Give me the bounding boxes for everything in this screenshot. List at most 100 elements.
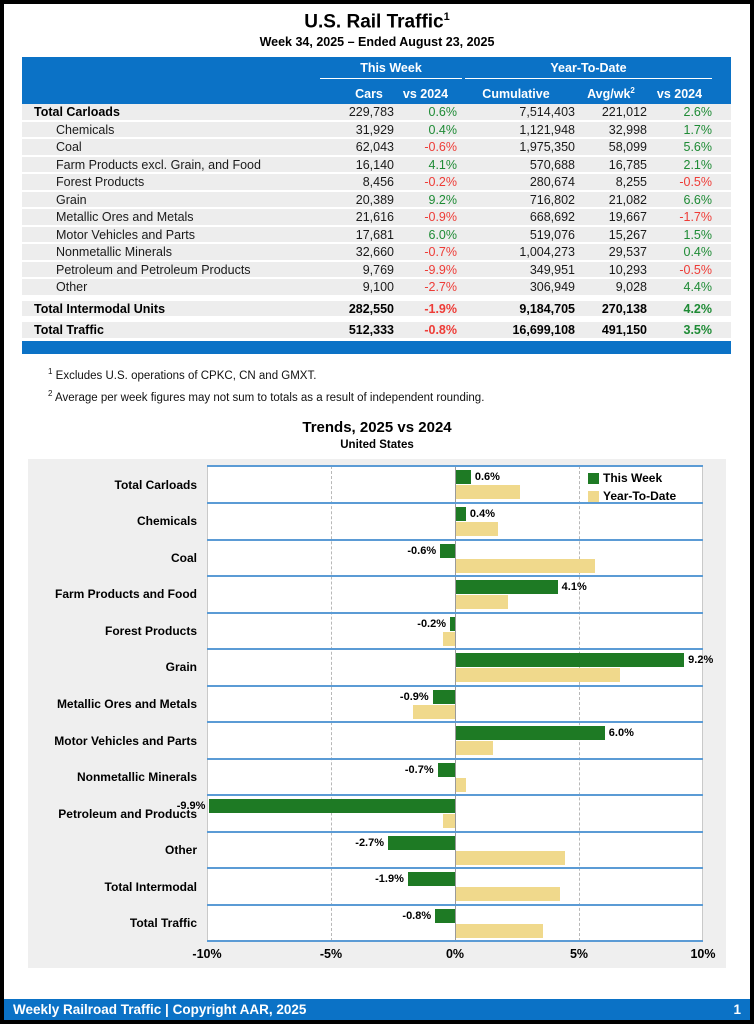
cars-value: 8,456 [362,175,394,190]
zero-axis-line [455,466,456,942]
this-week-bar [437,762,455,777]
thisweek-vs2024-value: 0.6% [428,105,458,120]
cars-value: 21,616 [355,210,394,225]
year-to-date-bar [442,814,455,829]
avg-per-week-value: 8,255 [615,175,647,190]
this-week-bar [407,872,455,887]
avg-per-week-value: 58,099 [608,140,647,155]
avg-wk-text: Avg/wk [587,87,631,102]
avg-per-week-value: 10,293 [608,262,647,277]
table-row: Other 9,100 -2.7% 306,949 9,028 4.4% [22,279,731,297]
page-title: U.S. Rail Traffic1 [4,11,750,33]
table-row: Nonmetallic Minerals 32,660 -0.7% 1,004,273… [22,244,731,262]
gridline [331,466,332,942]
column-header-cars: Cars [355,86,383,101]
band-separator-line [207,721,703,724]
bar-value-label: -0.6% [407,544,437,557]
row-pad [712,301,731,317]
cumulative-value: 306,949 [529,280,575,295]
row-pad [712,104,731,120]
chart-title: Trends, 2025 vs 2024 [302,419,452,437]
band-separator-line [207,611,703,614]
year-to-date-bar [442,631,455,646]
bar-value-label: -2.7% [355,836,385,849]
band-separator-line [207,830,703,833]
band-separator-line [207,684,703,687]
ytd-vs2024-value: -1.7% [679,210,712,225]
band-separator-line [207,903,703,906]
table-row: Petroleum and Petroleum Products 9,769 -9.… [22,261,731,280]
row-pad [712,322,731,338]
thisweek-vs2024-value: -0.7% [424,245,457,260]
footer-bar: Weekly Railroad Traffic | Copyright AAR,… [4,999,750,1020]
row-pad [712,244,731,260]
table-row: Total Carloads 229,783 0.6% 7,514,403 221,01… [22,104,731,122]
category-label: Farm Products and Food [54,587,197,602]
legend-swatch [588,472,599,484]
cars-value: 20,389 [355,192,394,207]
bar-value-label: -0.2% [417,617,447,630]
category-label: Grain [165,660,197,675]
row-label: Other [56,280,88,295]
chart-legend: This Week Year-To-Date [588,471,676,507]
cars-value: 282,550 [348,301,394,316]
ytd-vs2024-value: 6.6% [683,192,713,207]
ytd-vs2024-value: 1.7% [683,122,713,137]
bar-value-label: 0.6% [474,471,500,484]
avg-per-week-value: 19,667 [608,210,647,225]
cumulative-value: 16,699,108 [512,323,575,338]
table-row: Total Traffic 512,333 -0.8% 16,699,108 491,1… [22,322,731,340]
thisweek-vs2024-value: -1.9% [424,301,457,316]
ytd-vs2024-value: 1.5% [683,227,713,242]
this-week-bar [450,616,455,631]
table-row: Chemicals 31,929 0.4% 1,121,948 32,998 1.7% [22,121,731,140]
year-to-date-bar [456,777,466,792]
row-label: Total Traffic [34,323,104,338]
legend-this-week: This Week [588,471,676,485]
thisweek-vs2024-value: 9.2% [428,192,458,207]
cars-value: 31,929 [355,122,394,137]
year-to-date-bar [412,704,455,719]
year-to-date-bar [456,558,595,573]
ytd-vs2024-value: -0.5% [679,175,712,190]
footnote: 1 Excludes U.S. operations of CPKC, CN a… [48,366,317,382]
year-to-date-bar [456,850,566,865]
cumulative-value: 9,184,705 [519,301,575,316]
year-to-date-bar [456,485,521,500]
avg-per-week-value: 15,267 [608,227,647,242]
cumulative-value: 570,688 [529,157,575,172]
row-label: Coal [56,140,82,155]
cumulative-value: 1,004,273 [519,245,575,260]
this-week-bar [209,799,455,814]
gridline [579,466,580,942]
band-separator-line [207,867,703,870]
cumulative-value: 1,975,350 [519,140,575,155]
band-separator-line [207,757,703,760]
row-pad [712,279,731,295]
year-to-date-bar [456,595,509,610]
cumulative-value: 716,802 [529,192,575,207]
x-axis-tick-label: 0% [445,947,465,962]
footnote: 2 Average per week figures may not sum t… [48,388,485,404]
avg-per-week-value: 221,012 [601,105,647,120]
footnote-marker: 2 [48,388,53,398]
row-pad [712,227,731,243]
table-row: Grain 20,389 9.2% 716,802 21,082 6.6% [22,191,731,210]
bar-value-label: 0.4% [469,508,495,521]
legend-label: Year-To-Date [603,489,677,504]
table-row: Forest Products 8,456 -0.2% 280,674 8,255 -0.… [22,174,731,192]
table-header: This Week Year-To-Date Cars vs 2024 Cumu… [22,57,731,105]
x-axis-tick-label: -5% [319,947,343,962]
table-row: Coal 62,043 -0.6% 1,975,350 58,099 5.6% [22,139,731,157]
row-pad [712,157,731,173]
row-pad [712,139,731,155]
this-week-bar [456,580,558,595]
bar-value-label: 4.1% [561,581,587,594]
cumulative-value: 349,951 [529,262,575,277]
this-week-bar [440,543,455,558]
row-label: Total Carloads [34,105,120,120]
cumulative-value: 668,692 [529,210,575,225]
column-header-avg-wk: Avg/wk2 [575,86,647,101]
year-to-date-bar [456,668,620,683]
